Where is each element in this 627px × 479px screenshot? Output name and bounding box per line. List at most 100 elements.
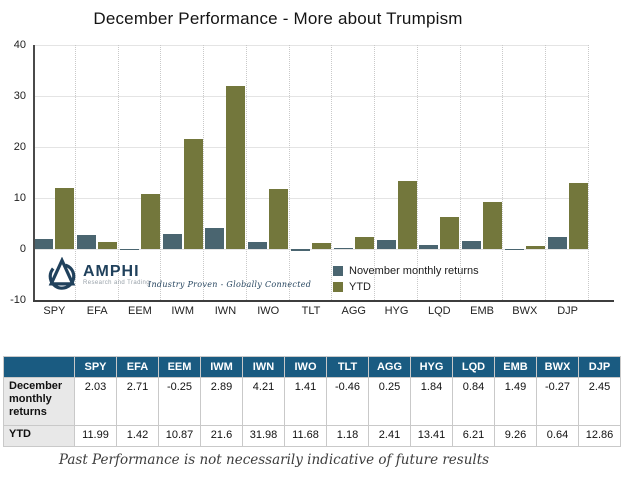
y-tick-label: 30: [13, 90, 26, 102]
gridline-vertical: [245, 45, 247, 300]
bar-ytd-IWN: [226, 85, 246, 249]
logo-tagline: Industry Proven - Globally Connected: [148, 280, 312, 289]
disclaimer-text: Past Performance is not necessarily indi…: [58, 452, 490, 468]
cell-LQD: 0.84: [452, 377, 495, 426]
gridline-vertical: [203, 45, 205, 300]
logo-subtitle-text: Research and Trading: [83, 279, 151, 286]
bar-november-DJP: [547, 236, 567, 249]
y-axis-line: [33, 45, 35, 301]
header-cell-EMB: EMB: [494, 356, 537, 378]
y-tick-label: -10: [10, 294, 26, 306]
cell-BWX: 0.64: [536, 425, 579, 447]
x-axis-label-IWO: IWO: [257, 305, 280, 317]
x-axis-label-EFA: EFA: [86, 305, 108, 317]
bar-november-EEM: [119, 249, 139, 251]
legend-swatch: [333, 282, 343, 292]
bar-november-HYG: [376, 239, 396, 249]
gridline-vertical: [288, 45, 290, 300]
gridline-horizontal: [33, 96, 589, 97]
bar-ytd-IWM: [183, 138, 203, 249]
header-cell-LQD: LQD: [452, 356, 495, 378]
x-axis-label-AGG: AGG: [341, 305, 366, 317]
cell-HYG: 13.41: [410, 425, 453, 447]
legend-entry: YTD: [333, 279, 479, 295]
cell-IWN: 4.21: [242, 377, 285, 426]
cell-EFA: 1.42: [116, 425, 159, 447]
header-cell-TLT: TLT: [326, 356, 369, 378]
gridline-vertical: [459, 45, 461, 300]
cell-IWO: 11.68: [284, 425, 327, 447]
gridline-horizontal: [33, 249, 589, 250]
cell-EEM: -0.25: [158, 377, 201, 426]
header-cell-DJP: DJP: [578, 356, 621, 378]
header-cell-IWN: IWN: [242, 356, 285, 378]
x-axis-label-IWN: IWN: [214, 305, 237, 317]
gridline-vertical: [160, 45, 162, 300]
header-cell-EFA: EFA: [116, 356, 159, 378]
cell-DJP: 12.86: [578, 425, 621, 447]
bar-ytd-IWO: [269, 189, 289, 249]
cell-BWX: -0.27: [536, 377, 579, 426]
bar-ytd-EEM: [140, 193, 160, 249]
cell-DJP: 2.45: [578, 377, 621, 426]
header-cell-EEM: EEM: [158, 356, 201, 378]
y-tick-label: 40: [13, 39, 26, 51]
bar-november-EFA: [77, 235, 97, 249]
x-axis-label-DJP: DJP: [557, 305, 578, 317]
y-tick-label: 20: [13, 141, 26, 153]
bar-november-AGG: [333, 247, 353, 249]
cell-HYG: 1.84: [410, 377, 453, 426]
x-axis-label-EEM: EEM: [127, 305, 152, 317]
header-cell-SPY: SPY: [74, 356, 117, 378]
y-axis-tick-labels: 40 30 20 10 0 -10: [0, 39, 28, 306]
table-row: December monthly returns 2.03 2.71 -0.25 2.8…: [3, 377, 621, 426]
gridline-horizontal: [33, 198, 589, 199]
bar-november-SPY: [34, 238, 54, 249]
cell-TLT: -0.46: [326, 377, 369, 426]
gridline-vertical: [117, 45, 119, 300]
bar-november-IWM: [162, 234, 182, 249]
cell-IWO: 1.41: [284, 377, 327, 426]
legend-label: YTD: [349, 281, 371, 293]
bar-november-IWN: [205, 227, 225, 249]
cell-IWM: 2.89: [200, 377, 243, 426]
row-label: December monthly returns: [3, 377, 75, 426]
gridline-horizontal: [33, 45, 589, 46]
gridline-vertical: [545, 45, 547, 300]
amphi-logo-icon: [48, 257, 76, 290]
table-header: SPY EFA EEM IWM IWN IWO TLT AGG HYG LQD EMB BWX DJP: [3, 356, 621, 378]
table-row: YTD 11.99 1.42 10.87 21.6 31.98 11.68 1.18 2.41 1…: [3, 425, 621, 447]
header-cell-blank: [3, 356, 75, 378]
legend-swatch: [333, 266, 343, 276]
bar-ytd-AGG: [354, 236, 374, 249]
x-axis-label-HYG: HYG: [384, 305, 409, 317]
cell-LQD: 6.21: [452, 425, 495, 447]
cell-SPY: 11.99: [74, 425, 117, 447]
bar-ytd-TLT: [312, 242, 331, 249]
bar-ytd-BWX: [525, 245, 545, 249]
header-cell-IWM: IWM: [200, 356, 243, 378]
x-axis-label-TLT: TLT: [301, 305, 321, 317]
y-tick-label: 0: [19, 243, 26, 255]
x-axis-label-IWM: IWM: [171, 305, 194, 317]
bar-ytd-EFA: [98, 241, 118, 249]
cell-TLT: 1.18: [326, 425, 369, 447]
legend-entry: November monthly returns: [333, 263, 479, 279]
bar-ytd-EMB: [483, 201, 503, 249]
chart-title: December Performance - More about Trumpi…: [93, 9, 463, 28]
gridline-vertical: [374, 45, 376, 300]
bar-ytd-SPY: [55, 187, 75, 249]
gridline-vertical: [416, 45, 418, 300]
cell-EEM: 10.87: [158, 425, 201, 447]
x-axis-line: [33, 300, 614, 302]
x-axis-label-LQD: LQD: [427, 305, 451, 317]
header-cell-BWX: BWX: [536, 356, 579, 378]
x-axis-label-SPY: SPY: [43, 305, 66, 317]
bar-november-TLT: [291, 249, 310, 252]
gridline-vertical: [331, 45, 333, 300]
returns-table: SPY EFA EEM IWM IWN IWO TLT AGG HYG LQD EMB BWX DJP D…: [3, 356, 621, 447]
gridline-vertical: [588, 45, 589, 300]
cell-AGG: 0.25: [368, 377, 411, 426]
bar-november-IWO: [248, 241, 268, 249]
x-axis-label-EMB: EMB: [470, 305, 494, 317]
